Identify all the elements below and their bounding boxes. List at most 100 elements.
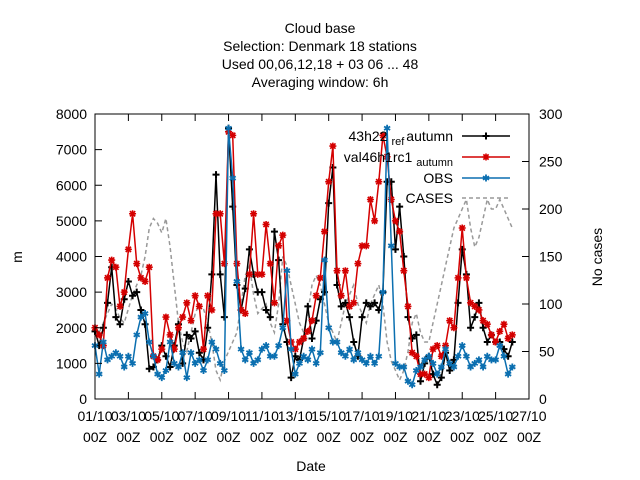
- legend-label-tail: autumn: [416, 157, 453, 169]
- series-point: [216, 359, 224, 367]
- series-point: [166, 338, 174, 346]
- y2-axis-label: No cases: [589, 228, 605, 286]
- title-line-3: Used 00,06,12,18 + 03 06 ... 48: [222, 56, 419, 72]
- series-point: [279, 324, 287, 332]
- x-tick-label-time: 00Z: [350, 429, 375, 445]
- series-point: [462, 274, 470, 282]
- series-point: [124, 277, 132, 285]
- series-point: [112, 349, 120, 357]
- series-point: [295, 359, 303, 367]
- series-point: [429, 359, 437, 367]
- x-tick-label-time: 00Z: [250, 429, 275, 445]
- series-point: [396, 203, 404, 211]
- x-tick-label: 27/10: [511, 408, 546, 424]
- x-tick-label-time: 00Z: [116, 429, 141, 445]
- series-point: [429, 345, 437, 353]
- y2-tick-label: 250: [539, 154, 563, 170]
- series-point: [496, 327, 504, 335]
- series-point: [379, 131, 387, 139]
- series-point: [141, 310, 149, 317]
- title-line-2: Selection: Denmark 18 stations: [223, 38, 417, 54]
- x-tick-label: 11/10: [245, 408, 279, 424]
- series-point: [350, 338, 358, 346]
- x-tick-label-time: 00Z: [517, 429, 542, 445]
- series-point: [233, 277, 241, 285]
- series-point: [187, 317, 195, 325]
- series-point: [429, 370, 437, 378]
- series-point: [137, 313, 145, 321]
- series-point: [321, 228, 329, 236]
- series-point: [174, 363, 182, 371]
- series-point: [379, 288, 387, 296]
- legend-label-main: 43h22: [349, 128, 388, 144]
- series-point: [454, 352, 462, 360]
- y-tick-label: 8000: [56, 106, 87, 122]
- series-point: [179, 313, 187, 321]
- series-point: [433, 381, 441, 389]
- series-point: [104, 274, 112, 282]
- series-point: [95, 331, 103, 339]
- y-tick-label: 0: [79, 391, 87, 407]
- series-point: [508, 331, 516, 339]
- series-point: [346, 313, 354, 321]
- x-tick-label-time: 00Z: [484, 429, 509, 445]
- series-point: [366, 352, 374, 360]
- series-point: [329, 142, 337, 150]
- legend-label-main: CASES: [406, 190, 453, 206]
- series-point: [266, 260, 274, 268]
- series-point: [358, 242, 366, 250]
- series-point: [304, 356, 312, 364]
- series-point: [471, 302, 479, 310]
- series-point: [417, 363, 424, 371]
- series-point: [195, 349, 203, 357]
- series-point: [346, 302, 354, 310]
- series-point: [270, 352, 278, 360]
- series-point: [462, 352, 470, 360]
- x-tick-label-time: 00Z: [83, 429, 108, 445]
- series-point: [258, 345, 266, 353]
- series-point: [446, 367, 454, 374]
- series-point: [108, 256, 116, 264]
- series-point: [404, 302, 412, 310]
- series-point: [308, 345, 316, 353]
- x-tick-label-time: 00Z: [150, 429, 175, 445]
- series-point: [120, 363, 128, 371]
- x-axis-label: Date: [296, 458, 326, 474]
- series-point: [471, 313, 479, 321]
- y-axis-label: m: [9, 251, 25, 263]
- series-point: [479, 324, 487, 332]
- series-point: [220, 313, 228, 321]
- x-tick-label-time: 00Z: [283, 429, 308, 445]
- series-point: [191, 359, 199, 367]
- series-point: [212, 171, 220, 179]
- series-point: [141, 277, 149, 285]
- series-point: [129, 359, 137, 367]
- series-point: [191, 327, 199, 335]
- series-point: [120, 288, 128, 296]
- series-point: [279, 231, 287, 239]
- title-line-4: Averaging window: 6h: [252, 74, 389, 90]
- series-point: [450, 324, 458, 332]
- x-tick-label-time: 00Z: [450, 429, 475, 445]
- series-point: [291, 345, 299, 353]
- series-point: [216, 270, 224, 278]
- series-point: [225, 124, 233, 132]
- series-layer: [91, 124, 516, 389]
- series-point: [283, 267, 291, 275]
- series-point: [254, 356, 262, 364]
- series-point: [467, 299, 475, 307]
- series-point: [350, 356, 358, 364]
- series-point: [504, 334, 512, 342]
- legend-label-1: 43h22 ref autumn: [349, 128, 453, 148]
- series-point: [442, 345, 450, 353]
- series-point: [371, 299, 379, 307]
- series-point: [145, 338, 153, 346]
- series-point: [304, 302, 312, 310]
- series-point: [275, 242, 283, 250]
- series-point: [137, 274, 145, 282]
- series-point: [337, 292, 345, 300]
- y2-tick-label: 300: [539, 106, 563, 122]
- x-tick-label: 21/10: [411, 408, 446, 424]
- series-point: [504, 370, 512, 378]
